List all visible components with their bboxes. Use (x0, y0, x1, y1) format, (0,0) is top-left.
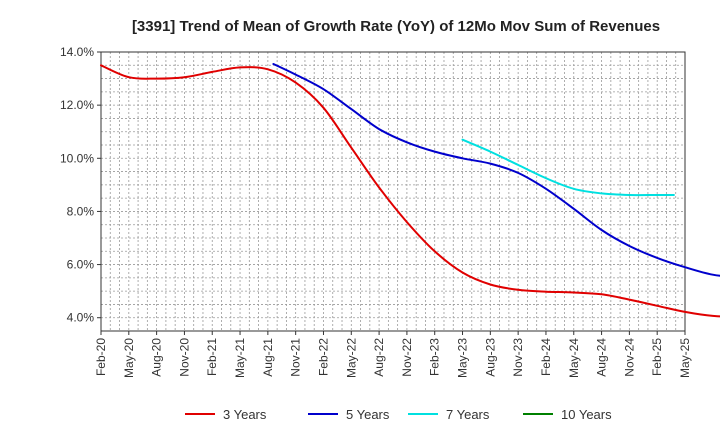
x-tick-label: May-25 (678, 338, 692, 378)
x-tick-label: Feb-22 (316, 338, 330, 376)
x-tick-label: Aug-22 (372, 338, 386, 377)
x-tick-label: Nov-24 (622, 338, 636, 377)
y-tick-label: 12.0% (60, 98, 94, 112)
chart-title: [3391] Trend of Mean of Growth Rate (YoY… (132, 18, 660, 35)
x-tick-label: Feb-24 (539, 338, 553, 376)
y-tick-label: 4.0% (67, 311, 95, 325)
x-tick-label: Nov-22 (400, 338, 414, 377)
x-tick-label: Nov-20 (177, 338, 191, 377)
legend-label-5-years: 5 Years (346, 407, 390, 422)
x-tick-label: Aug-24 (595, 338, 609, 377)
y-tick-label: 10.0% (60, 151, 94, 165)
plot-area (100, 51, 686, 332)
series-line-7-years (461, 138, 675, 197)
x-tick-label: Feb-25 (650, 338, 664, 376)
y-tick-label: 8.0% (67, 204, 95, 218)
x-tick-label: May-20 (122, 338, 136, 378)
x-tick-label: May-24 (567, 338, 581, 378)
series-line-5-years (272, 63, 720, 277)
x-tick-label: May-23 (456, 338, 470, 378)
legend-label-3-years: 3 Years (223, 407, 267, 422)
legend-label-10-years: 10 Years (561, 407, 612, 422)
x-tick-label: Feb-23 (428, 338, 442, 376)
y-tick-label: 14.0% (60, 45, 94, 59)
x-tick-label: Aug-23 (483, 338, 497, 377)
legend-label-7-years: 7 Years (446, 407, 490, 422)
x-tick-label: May-21 (233, 338, 247, 378)
series-layer (100, 63, 720, 318)
grid-lines (101, 52, 685, 331)
x-tick-label: Nov-23 (511, 338, 525, 377)
x-tick-label: May-22 (344, 338, 358, 378)
x-tick-label: Nov-21 (289, 338, 303, 377)
series-line-3-years (100, 64, 720, 318)
x-tick-label: Feb-21 (205, 338, 219, 376)
x-tick-label: Aug-20 (150, 338, 164, 377)
x-tick-label: Aug-21 (261, 338, 275, 377)
y-tick-label: 6.0% (67, 258, 95, 272)
y-axis: 4.0% 6.0% 8.0% 10.0% 12.0% 14.0% (60, 45, 101, 325)
legend: 3 Years 5 Years 7 Years 10 Years (185, 407, 612, 422)
x-axis: Feb-20 May-20 Aug-20 Nov-20 Feb-21 May-21 Aug-… (94, 331, 692, 378)
x-tick-label: Feb-20 (94, 338, 108, 376)
